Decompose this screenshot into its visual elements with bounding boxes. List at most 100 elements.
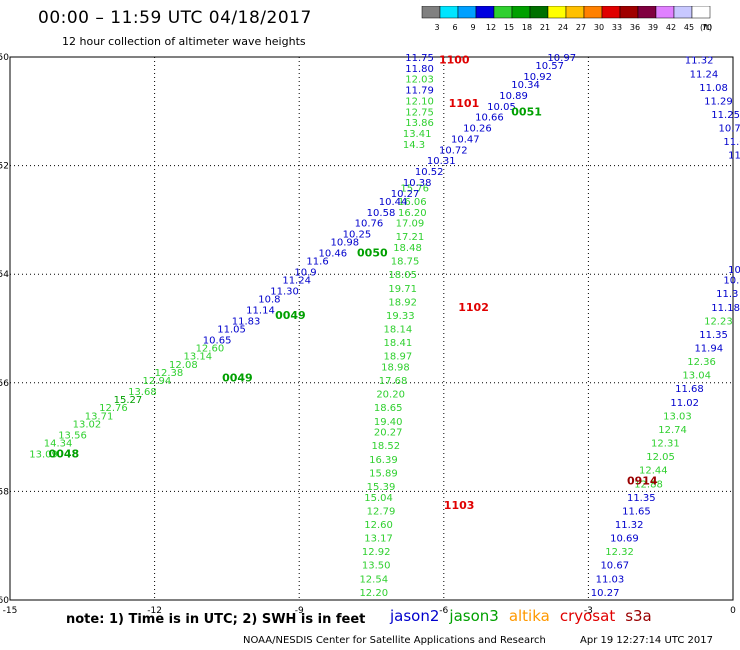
swh-value: 10.46 [318, 248, 347, 259]
pass-time-label: 1101 [449, 97, 480, 110]
swh-value: 10.9 [723, 276, 740, 287]
latitude-tick-label: -56 [0, 379, 9, 389]
longitude-tick-label: -3 [584, 606, 593, 616]
colorbar-tick-label: 12 [486, 23, 496, 32]
swh-value: 11.35 [627, 493, 656, 504]
latitude-tick-label: -52 [0, 162, 9, 172]
timestamp-line: Apr 19 12:27:14 UTC 2017 [580, 635, 713, 646]
colorbar-tick-label: 24 [558, 23, 568, 32]
swh-value: 19.71 [388, 284, 417, 295]
map-frame [9, 56, 734, 601]
colorbar-tick-label: 36 [630, 23, 640, 32]
swh-value: 10.44 [379, 197, 408, 208]
track-jason3: 13.0914.3413.5613.0213.7112.7615.2713.68… [29, 344, 224, 461]
colorbar-unit: (ft) [700, 23, 712, 32]
colorbar-tick-label: 33 [612, 23, 622, 32]
swh-value: 18.41 [384, 338, 413, 349]
swh-value: 18.75 [391, 257, 420, 268]
swh-value: 19.40 [374, 417, 403, 428]
track-jason2: 10.6511.0511.8311.1410.811.3011.2410.911… [203, 53, 576, 346]
swh-value: 15.89 [369, 468, 398, 479]
swh-value: 12.54 [359, 574, 388, 585]
swh-value: 11.75 [405, 53, 434, 64]
swh-value: 10.72 [439, 145, 468, 156]
latitude-tick-label: -50 [0, 53, 9, 63]
swh-value: 10.67 [600, 561, 629, 572]
swh-value: 16.06 [398, 197, 427, 208]
swh-value: 10.76 [355, 219, 384, 230]
swh-value: 11.29 [704, 96, 733, 107]
swh-value: 11.65 [622, 506, 651, 517]
swh-value: 10.58 [367, 208, 396, 219]
swh-value: 13.03 [663, 411, 692, 422]
swh-value: 15.76 [400, 183, 429, 194]
swh-value: 13.71 [85, 411, 114, 422]
swh-value: 12.10 [405, 96, 434, 107]
swh-value: 14.34 [44, 439, 73, 450]
swh-value: 19.33 [386, 311, 415, 322]
colorbar-tick-label: 18 [522, 23, 532, 32]
map-subtitle: 12 hour collection of altimeter wave hei… [62, 35, 306, 48]
swh-value: 15.27 [114, 395, 143, 406]
track-s3a: 11.3211.2411.0811.2911.2510.7411.01110.1… [591, 56, 740, 599]
swh-value: 11.94 [694, 344, 723, 355]
pass-time-label: 0049 [222, 371, 253, 384]
swh-value: 12.05 [646, 452, 675, 463]
legend-jason3: jason3 [449, 607, 499, 625]
swh-value: 14.3 [403, 140, 425, 151]
swh-value: 18.14 [384, 325, 413, 336]
swh-value: 10.9 [294, 267, 316, 278]
swh-value: 10.97 [547, 53, 576, 64]
swh-value: 17.09 [396, 219, 425, 230]
swh-value: 12.36 [687, 357, 716, 368]
swh-value: 11.0 [723, 137, 740, 148]
swh-value: 13.68 [128, 387, 157, 398]
swh-value: 11.03 [596, 574, 625, 585]
swh-value: 20.27 [374, 428, 403, 439]
colorbar-swatch [691, 6, 711, 19]
track-cryosat: 11.7511.8012.0311.7912.1012.7513.8613.41… [359, 53, 433, 599]
swh-value: 10.92 [523, 72, 552, 83]
swh-value: 20.20 [376, 390, 405, 401]
swh-value: 10. [728, 265, 740, 276]
longitude-tick-label: -15 [3, 606, 18, 616]
swh-value: 12.31 [651, 439, 680, 450]
satellite-legend: jason2 jason3 altika cryosat s3a [390, 607, 662, 625]
swh-value: 11.14 [246, 305, 275, 316]
swh-value: 13.09 [29, 449, 58, 460]
swh-value: 12.23 [704, 316, 733, 327]
pass-time-label: 1102 [458, 301, 489, 314]
colorbar-tick-label: 6 [452, 23, 457, 32]
legend-jason2: jason2 [390, 607, 440, 625]
latitude-tick-label: -58 [0, 487, 9, 497]
swh-value: 15.04 [364, 493, 393, 504]
swh-value: 12.60 [196, 344, 225, 355]
swh-value: 11.30 [270, 286, 299, 297]
swh-value: 11.24 [690, 69, 719, 80]
pass-time-label: 1100 [439, 54, 470, 67]
swh-value: 18.92 [388, 297, 417, 308]
pass-time-label: 0049 [275, 309, 306, 322]
map-title: 00:00 – 11:59 UTC 04/18/2017 [38, 8, 312, 28]
swh-value: 10.27 [591, 588, 620, 599]
swh-value: 10.31 [427, 156, 456, 167]
colorbar-tick-label: 30 [594, 23, 604, 32]
swh-value: 12.79 [367, 506, 396, 517]
swh-value: 12.75 [405, 107, 434, 118]
longitude-tick-label: -9 [295, 606, 304, 616]
swh-value: 12.88 [634, 479, 663, 490]
swh-value: 13.86 [405, 118, 434, 129]
swh-colorbar: 3 6 9 12 15 18 21 24 27 30 33 36 39 42 45 70(ft) [421, 6, 712, 32]
latitude-tick-label: -54 [0, 270, 9, 280]
swh-value: 11.32 [615, 520, 644, 531]
swh-value: 11.3 [716, 289, 738, 300]
swh-value: 11.32 [685, 56, 714, 67]
swh-value: 12.76 [99, 403, 128, 414]
swh-value: 18.05 [388, 270, 417, 281]
swh-value: 13.41 [403, 129, 432, 140]
swh-value: 11.35 [699, 330, 728, 341]
colorbar-tick-label: 3 [434, 23, 439, 32]
swh-value: 11.02 [670, 398, 699, 409]
swh-value: 13.56 [58, 430, 87, 441]
